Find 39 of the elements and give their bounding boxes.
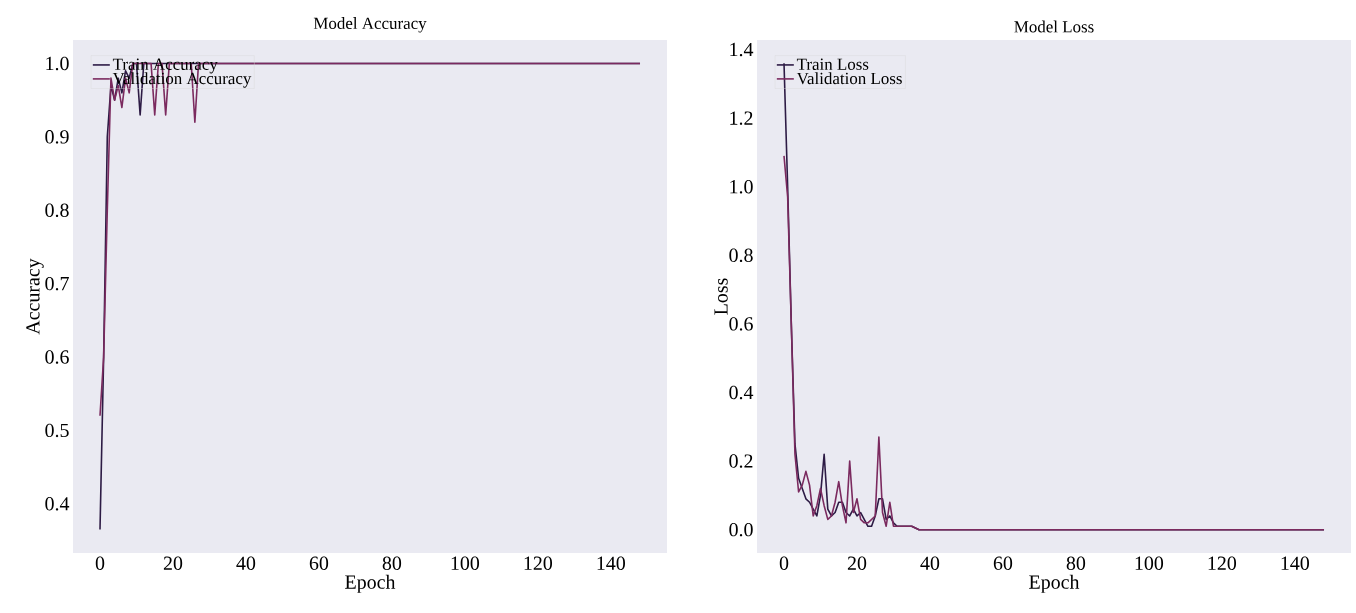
y-tick-label: 0.4 [729, 385, 754, 400]
x-tick-label: 120 [1208, 556, 1237, 570]
x-tick-label: 40 [920, 556, 940, 570]
x-tick-label: 100 [451, 556, 480, 570]
y-tick-label: 0.7 [45, 276, 69, 291]
chart-title: Model Loss [1014, 20, 1094, 33]
x-tick-label: 0 [95, 556, 105, 570]
x-tick-label: 20 [847, 556, 867, 570]
y-tick-label: 0.5 [45, 423, 69, 438]
x-tick-label: 140 [1281, 556, 1310, 570]
x-tick-label: 60 [309, 556, 329, 570]
legend-label: Train Loss [796, 58, 869, 70]
y-tick-label: 0.8 [45, 203, 69, 218]
x-tick-label: 140 [597, 556, 625, 570]
x-tick-label: 40 [236, 556, 256, 570]
y-tick-label: 0.6 [729, 317, 753, 331]
y-axis-title: Loss [714, 278, 728, 315]
x-tick-label: 20 [163, 556, 183, 570]
y-tick-label: 0.4 [45, 497, 70, 511]
x-tick-label: 60 [993, 556, 1013, 570]
y-axis-title: Accuracy [26, 258, 44, 335]
y-tick-label: 1.0 [46, 56, 69, 71]
y-tick-label: 1.0 [730, 180, 753, 194]
x-tick-label: 80 [1066, 556, 1086, 570]
x-axis-title: Epoch [1029, 574, 1080, 593]
y-tick-label: 1.4 [730, 42, 754, 57]
chart-title: Model Accuracy [313, 17, 427, 33]
x-tick-label: 120 [524, 556, 553, 570]
y-tick-label: 0.8 [729, 248, 753, 263]
x-tick-label: 80 [382, 556, 402, 570]
x-tick-label: 100 [1135, 556, 1164, 570]
legend-label: Validation Loss [796, 72, 902, 85]
y-tick-label: 0.2 [729, 454, 753, 468]
x-tick-label: 0 [779, 556, 789, 570]
y-tick-label: 1.2 [730, 111, 753, 125]
x-axis-title: Epoch [345, 574, 396, 593]
y-tick-label: 0.0 [729, 522, 753, 537]
y-tick-label: 0.9 [45, 130, 69, 144]
y-tick-label: 0.6 [45, 350, 69, 364]
